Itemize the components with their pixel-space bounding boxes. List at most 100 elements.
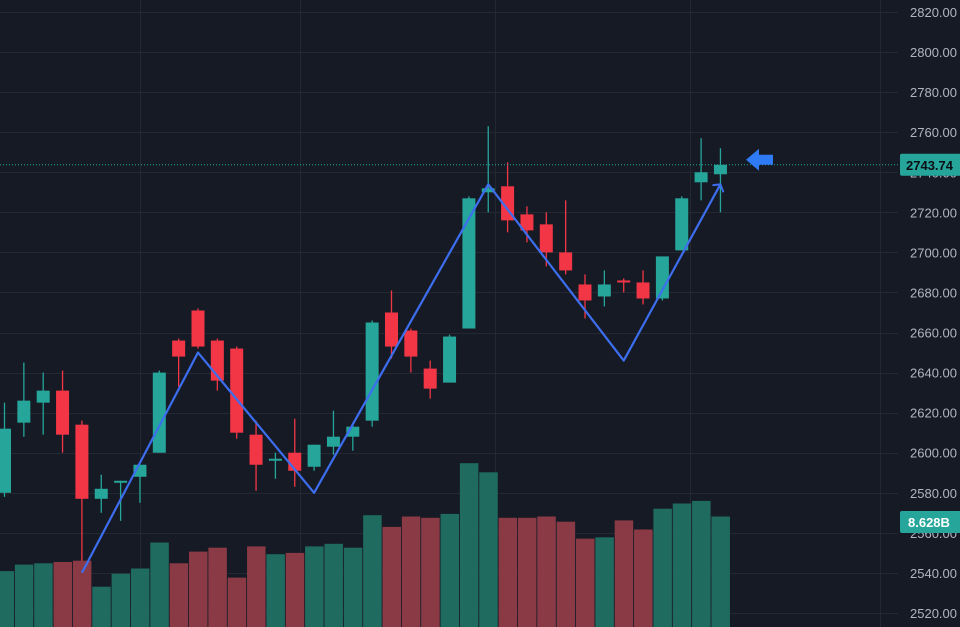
candle-body — [191, 310, 205, 347]
candle-body — [75, 424, 89, 499]
volume-tag — [900, 511, 960, 533]
price-tick-label: 2580.00 — [910, 486, 957, 501]
candle-body — [713, 164, 727, 175]
pattern-line — [80, 183, 725, 574]
volume-bar — [459, 463, 479, 627]
candle-body — [17, 400, 31, 423]
volume-bar — [382, 526, 401, 627]
candle-body — [346, 426, 360, 437]
candle-body — [152, 372, 166, 453]
volume-bar — [208, 547, 227, 627]
volume-bar — [440, 513, 460, 627]
price-tick-label: 2640.00 — [910, 366, 957, 381]
volume-bar — [53, 562, 73, 627]
last-price-label: 2743.74 — [906, 158, 954, 173]
volume-bar — [672, 503, 692, 627]
price-tick-label: 2780.00 — [910, 85, 957, 100]
candle-body — [462, 198, 476, 329]
volume-bar — [169, 563, 189, 627]
volume-bar — [92, 586, 111, 627]
candle-body — [559, 252, 573, 271]
volume-bars — [0, 463, 730, 627]
arrow-left-icon — [746, 148, 773, 171]
volume-bar — [305, 546, 324, 627]
volume-bar — [421, 517, 440, 627]
volume-bar — [285, 552, 305, 627]
volume-bar — [517, 517, 537, 627]
volume-bar — [711, 516, 730, 627]
price-tick-label: 2800.00 — [910, 45, 957, 60]
candle-body — [249, 434, 263, 465]
candle-body — [443, 336, 457, 383]
volume-bar — [247, 546, 266, 627]
price-tick-label: 2700.00 — [910, 245, 957, 260]
price-tick-label: 2520.00 — [910, 606, 957, 621]
volume-bar — [479, 472, 498, 627]
candle-body — [268, 458, 282, 461]
candle-body — [36, 390, 50, 403]
grid — [0, 0, 898, 627]
volume-bar — [72, 560, 92, 627]
volume-bar — [266, 554, 285, 627]
volume-bar — [14, 564, 34, 627]
volume-bar — [343, 547, 363, 627]
candle-body — [230, 348, 244, 433]
price-tick-label: 2820.00 — [910, 5, 957, 20]
volume-bar — [34, 563, 53, 627]
candle-body — [404, 330, 418, 357]
volume-bar — [595, 537, 614, 627]
candle-body — [694, 172, 708, 183]
candle-body — [385, 312, 398, 347]
candle-body — [501, 186, 515, 221]
price-tick-label: 2680.00 — [910, 285, 957, 300]
price-axis: 2520.002540.002560.002580.002600.002620.… — [0, 5, 960, 621]
candle-body — [114, 480, 128, 483]
pattern-polyline — [80, 183, 722, 574]
volume-bar — [150, 542, 169, 627]
volume-bar — [363, 515, 382, 627]
price-tick-label: 2720.00 — [910, 205, 957, 220]
price-tick-label: 2760.00 — [910, 125, 957, 140]
last-price-tag — [900, 153, 960, 176]
candle-body — [578, 284, 592, 301]
volume-bar — [576, 538, 595, 627]
candle-body — [0, 428, 11, 493]
price-tick-label: 2600.00 — [910, 446, 957, 461]
candles — [0, 126, 727, 561]
volume-bar — [653, 508, 672, 627]
volume-bar — [111, 573, 131, 627]
price-tick-label: 2660.00 — [910, 326, 957, 341]
candle-body — [675, 198, 689, 251]
volume-bar — [130, 568, 150, 627]
volume-bar — [0, 571, 14, 627]
volume-bar — [556, 521, 576, 627]
pattern-arrowhead — [712, 183, 725, 193]
price-tick-label: 2540.00 — [910, 566, 957, 581]
candle-body — [636, 282, 650, 299]
candle-body — [539, 224, 553, 253]
candle-body — [56, 390, 70, 435]
volume-bar — [537, 516, 556, 627]
volume-bar — [227, 577, 247, 627]
candle-body — [94, 488, 108, 499]
volume-bar — [614, 520, 634, 627]
volume-bar — [634, 529, 653, 627]
candle-body — [307, 444, 321, 467]
volume-bar — [498, 517, 518, 627]
volume-label: 8.628B — [908, 515, 950, 530]
candle-body — [365, 322, 379, 421]
volume-bar — [324, 543, 343, 627]
candle-body — [520, 214, 534, 231]
candle-body — [172, 340, 186, 357]
candle-body — [481, 188, 495, 193]
volume-bar — [401, 516, 421, 627]
candle-body — [655, 256, 669, 299]
volume-bar — [692, 500, 711, 627]
candle-body — [617, 280, 631, 283]
candle-body — [597, 284, 611, 297]
candle-body — [423, 368, 437, 389]
volume-bar — [189, 551, 208, 627]
price-tick-label: 2620.00 — [910, 406, 957, 421]
